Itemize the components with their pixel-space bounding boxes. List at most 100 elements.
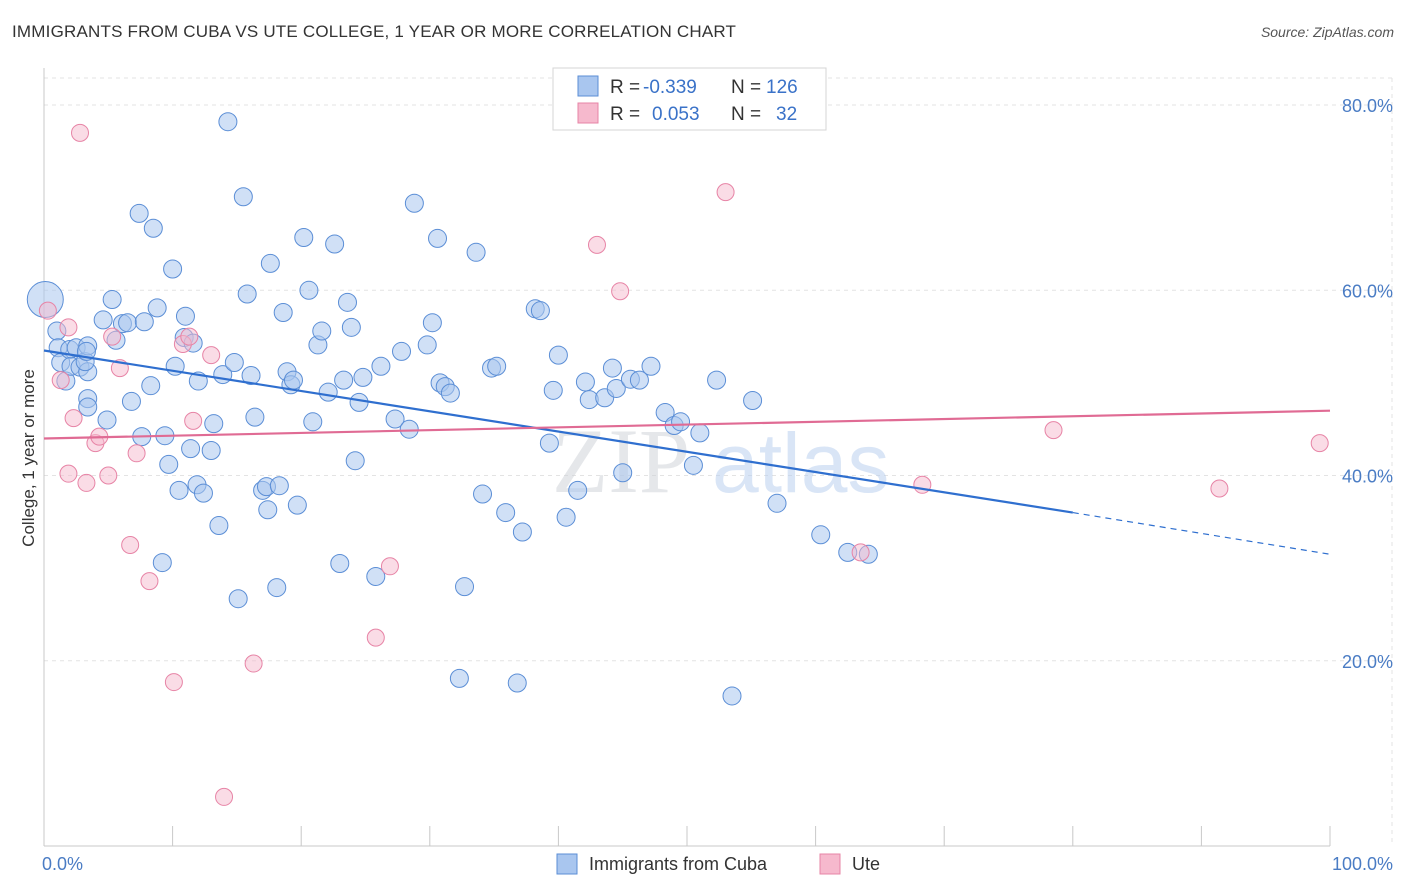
- ute-point: [611, 282, 630, 301]
- x-tick-label-max: 100.0%: [1332, 854, 1393, 874]
- cuba-point: [175, 306, 195, 326]
- cuba-point: [473, 484, 493, 504]
- ute-point: [380, 557, 399, 576]
- ute-point: [51, 371, 70, 390]
- ute-point: [1210, 479, 1229, 498]
- cuba-point: [507, 673, 527, 693]
- ute-point: [202, 346, 221, 365]
- cuba-point: [118, 313, 138, 333]
- cuba-point: [245, 407, 265, 427]
- cuba-point: [134, 312, 154, 332]
- ute-trend-line: [43, 409, 1331, 440]
- cuba-point: [258, 500, 278, 520]
- cuba-point: [283, 370, 303, 390]
- ute-point: [77, 473, 96, 492]
- cuba-point: [169, 480, 189, 500]
- cuba-point: [267, 578, 287, 598]
- cuba-point: [241, 365, 261, 385]
- cuba-point: [487, 356, 507, 376]
- legend-r-label-cuba: R =: [610, 77, 640, 98]
- cuba-point: [209, 516, 229, 536]
- ute-point: [121, 535, 140, 554]
- ute-point: [164, 673, 183, 692]
- ute-point: [71, 123, 90, 142]
- cuba-point: [385, 409, 405, 429]
- cuba-trend-line: [43, 349, 1073, 514]
- cuba-point: [349, 392, 369, 412]
- y-tick-label: 60.0%: [1342, 281, 1393, 301]
- legend-r-value-cuba: -0.339: [643, 77, 697, 98]
- cuba-point: [767, 493, 787, 513]
- cuba-point: [606, 378, 626, 398]
- ute-point: [180, 327, 199, 346]
- cuba-point: [392, 341, 412, 361]
- cuba-point: [303, 412, 323, 432]
- correlation-legend: R = -0.339 N = 126 R = 0.053 N = 32: [552, 67, 827, 131]
- cuba-point: [404, 193, 424, 213]
- cuba-point: [568, 480, 588, 500]
- cuba-point: [237, 284, 257, 304]
- cuba-point: [330, 554, 350, 574]
- cuba-point: [299, 280, 319, 300]
- cuba-point: [143, 218, 163, 238]
- cuba-point: [353, 367, 373, 387]
- ute-point: [366, 628, 385, 647]
- cuba-point: [575, 372, 595, 392]
- cuba-point: [366, 566, 386, 586]
- cuba-point: [613, 463, 633, 483]
- cuba-point: [294, 227, 314, 247]
- cuba-point: [121, 391, 141, 411]
- cuba-point: [530, 301, 550, 321]
- cuba-point: [312, 321, 332, 341]
- cuba-point: [78, 397, 98, 417]
- cuba-point: [707, 370, 727, 390]
- series-ute: [38, 123, 1329, 806]
- ute-point: [38, 301, 57, 320]
- cuba-point: [417, 335, 437, 355]
- ute-point: [716, 183, 735, 202]
- ute-point: [59, 464, 78, 483]
- cuba-point: [273, 303, 293, 323]
- ute-point: [64, 409, 83, 428]
- cuba-point: [556, 507, 576, 527]
- y-tick-label: 80.0%: [1342, 96, 1393, 116]
- cuba-point: [218, 112, 238, 132]
- cuba-point: [539, 433, 559, 453]
- cuba-point: [683, 455, 703, 475]
- cuba-point: [641, 356, 661, 376]
- cuba-point: [318, 382, 338, 402]
- legend-n-label-ute: N =: [731, 104, 761, 125]
- ute-point: [59, 318, 78, 337]
- cuba-point: [233, 187, 253, 207]
- y-tick-label: 40.0%: [1342, 467, 1393, 487]
- cuba-point: [341, 317, 361, 337]
- cuba-point: [228, 589, 248, 609]
- cuba-point: [152, 553, 172, 573]
- ute-point: [184, 411, 203, 430]
- cuba-point: [602, 358, 622, 378]
- y-tick-label: 20.0%: [1342, 652, 1393, 672]
- ute-point: [587, 235, 606, 254]
- ute-point: [244, 654, 263, 673]
- legend-n-value-ute: 32: [776, 104, 797, 125]
- cuba-point: [325, 234, 345, 254]
- cuba-point: [201, 441, 221, 461]
- cuba-point: [345, 451, 365, 471]
- legend-swatch-ute: [577, 102, 599, 124]
- cuba-point: [449, 668, 469, 688]
- cuba-point: [548, 345, 568, 365]
- cuba-point: [141, 376, 161, 396]
- trend-lines: [43, 349, 1331, 555]
- cuba-point: [428, 228, 448, 248]
- cuba-point: [147, 298, 167, 318]
- legend-r-label-ute: R =: [610, 104, 640, 125]
- ute-point: [99, 466, 118, 485]
- grid-lines: [44, 77, 1393, 846]
- y-axis-title: College, 1 year or more: [19, 369, 38, 547]
- cuba-point: [512, 522, 532, 542]
- ute-point: [215, 787, 234, 806]
- cuba-point: [159, 454, 179, 474]
- x-tick-label-min: 0.0%: [42, 854, 83, 874]
- cuba-point: [193, 483, 213, 503]
- cuba-point: [204, 414, 224, 434]
